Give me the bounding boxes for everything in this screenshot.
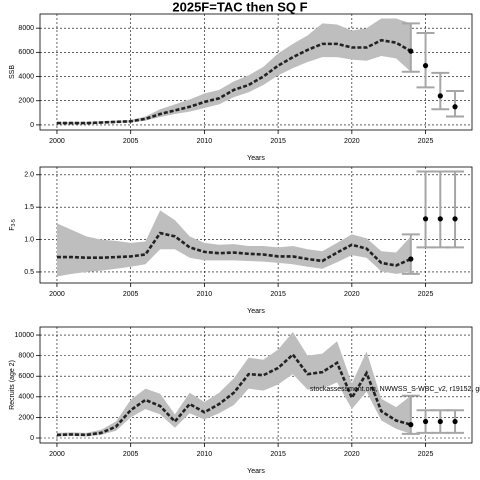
x-tick-label: 2010	[197, 291, 213, 298]
chart-title: 2025F=TAC then SQ F	[172, 0, 307, 14]
estimate-line	[56, 38, 412, 125]
projection-point	[422, 63, 429, 69]
y-tick-label: 6000	[18, 49, 34, 56]
y-tick-label: 1.5	[24, 204, 34, 211]
x-tick-label: 2020	[344, 291, 360, 298]
x-axis-label: Years	[247, 308, 265, 315]
x-tick-label: 2000	[49, 291, 65, 298]
confidence-band	[56, 331, 411, 437]
x-axis-label: Years	[247, 155, 265, 162]
y-axis-label: F3-5	[9, 219, 17, 231]
plot-frame	[39, 166, 473, 284]
y-tick-label: 4000	[18, 394, 34, 401]
projection-point	[422, 216, 429, 222]
estimate-line	[56, 352, 412, 437]
projection-point	[408, 422, 414, 428]
x-tick-label: 2005	[123, 291, 139, 298]
y-tick-label: 10000	[15, 332, 35, 339]
projection-point	[437, 93, 443, 99]
x-tick-label: 2015	[270, 451, 286, 458]
projection-point	[452, 418, 458, 425]
projection-point	[437, 418, 443, 425]
y-tick-label: 0.5	[24, 269, 34, 276]
y-tick-label: 2000	[18, 98, 34, 105]
x-tick-label: 2025	[418, 451, 434, 458]
x-tick-label: 2025	[418, 138, 434, 145]
projection-point	[437, 216, 443, 222]
x-tick-label: 2015	[270, 138, 286, 145]
y-tick-label: 8000	[18, 352, 34, 359]
y-tick-label: 8000	[18, 25, 34, 32]
y-axis-label-main: SSB	[9, 65, 16, 79]
x-tick-label: 2005	[123, 451, 139, 458]
projection-point	[452, 216, 458, 222]
plot-frame	[39, 326, 473, 444]
y-tick-label: 2.0	[24, 172, 34, 179]
annotation: stockassessment.org, NWWSS_S-WBC_v2, r19…	[310, 386, 480, 393]
x-tick-label: 2000	[49, 138, 65, 145]
confidence-band	[56, 18, 411, 125]
projection-point	[408, 256, 414, 262]
y-axis-label-main: Recruits (age 2)	[9, 360, 16, 410]
estimate-line	[56, 231, 412, 267]
projection-point	[422, 418, 429, 425]
x-tick-label: 2010	[197, 138, 213, 145]
confidence-band	[56, 210, 411, 277]
y-axis-label: SSB	[9, 65, 16, 79]
y-tick-label: 1.0	[24, 236, 34, 243]
x-tick-label: 2005	[123, 138, 139, 145]
x-tick-label: 2000	[49, 451, 65, 458]
x-tick-label: 2020	[344, 451, 360, 458]
x-tick-label: 2010	[197, 451, 213, 458]
y-tick-label: 4000	[18, 73, 34, 80]
x-tick-label: 2020	[344, 138, 360, 145]
projection-point	[408, 48, 414, 54]
x-tick-label: 2025	[418, 291, 434, 298]
y-axis-label-sub: 3-5	[11, 219, 17, 226]
y-axis-label-main: F	[9, 226, 16, 230]
y-tick-label: 2000	[18, 414, 34, 421]
y-tick-label: 0	[30, 435, 34, 442]
projection-point	[452, 104, 458, 110]
x-axis-label: Years	[247, 468, 265, 475]
y-tick-label: 6000	[18, 373, 34, 380]
y-tick-label: 0	[30, 122, 34, 129]
y-axis-label: Recruits (age 2)	[9, 360, 16, 410]
x-tick-label: 2015	[270, 291, 286, 298]
plot-frame	[39, 13, 473, 131]
